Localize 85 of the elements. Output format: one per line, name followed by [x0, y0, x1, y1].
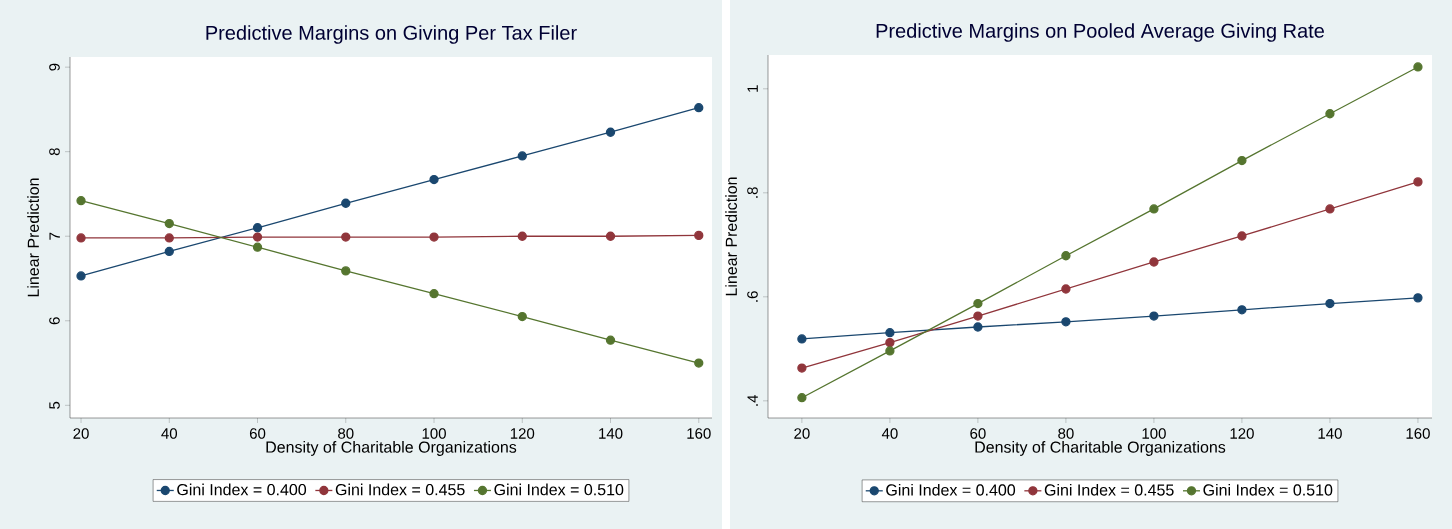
- point: [973, 322, 983, 332]
- point: [341, 232, 351, 242]
- point: [164, 233, 174, 243]
- point: [1413, 293, 1423, 303]
- chart-title: Predictive Margins on Giving Per Tax Filer: [206, 25, 577, 44]
- y-axis-title: Linear Prediction: [725, 177, 737, 296]
- point: [797, 363, 807, 373]
- point: [1061, 251, 1071, 261]
- x-tick-label: 120: [510, 428, 535, 439]
- x-tick-label: 40: [161, 428, 178, 439]
- point: [1413, 177, 1423, 187]
- legend-label: Gini Index = 0.510: [494, 483, 624, 496]
- x-tick-label: 80: [338, 428, 354, 439]
- point: [885, 346, 895, 356]
- point: [164, 218, 174, 229]
- point: [605, 335, 616, 345]
- x-tick-label: 160: [687, 428, 711, 439]
- x-tick-label: 100: [1142, 428, 1166, 439]
- x-tick-label: 140: [599, 428, 623, 439]
- legend-label: Gini Index = 0.400: [177, 483, 307, 496]
- point: [1149, 311, 1159, 321]
- point: [517, 311, 527, 322]
- point: [694, 358, 704, 368]
- point: [517, 231, 527, 241]
- point: [76, 196, 86, 206]
- x-tick-label: 20: [794, 428, 810, 439]
- point: [797, 393, 807, 403]
- x-axis-title: Density of Charitable Organizations: [266, 441, 517, 456]
- point: [605, 231, 616, 241]
- point: [797, 334, 807, 344]
- chart-title: Predictive Margins on Pooled Average Giving Rate: [876, 23, 1324, 42]
- legend-label: Gini Index = 0.400: [886, 483, 1016, 496]
- x-tick-label: 160: [1406, 428, 1430, 439]
- y-tick-label: 6: [49, 317, 60, 325]
- point: [694, 103, 704, 113]
- point: [1149, 204, 1159, 214]
- x-tick-label: 60: [970, 428, 986, 439]
- y-tick-label: 7: [49, 232, 60, 240]
- point: [973, 311, 983, 321]
- x-tick-label: 100: [422, 428, 446, 439]
- point: [973, 298, 983, 309]
- point: [605, 127, 616, 137]
- y-tick-label: 8: [49, 148, 60, 156]
- x-tick-label: 40: [881, 428, 898, 439]
- point: [1237, 155, 1247, 166]
- legend-label: Gini Index = 0.455: [335, 483, 465, 496]
- point: [1061, 284, 1071, 294]
- point: [252, 242, 263, 252]
- y-axis-title: Linear Prediction: [27, 178, 39, 297]
- y-tick-label: .4: [747, 395, 758, 406]
- point: [517, 151, 527, 161]
- point: [885, 337, 895, 348]
- point: [1413, 62, 1423, 72]
- x-tick-label: 120: [1230, 428, 1254, 439]
- point: [429, 174, 439, 185]
- point: [429, 289, 439, 299]
- y-tick-label: .6: [747, 291, 758, 302]
- x-tick-label: 140: [1318, 428, 1342, 439]
- x-tick-label: 20: [73, 428, 89, 439]
- point: [1237, 231, 1247, 241]
- point: [1149, 257, 1159, 267]
- x-tick-label: 80: [1058, 428, 1074, 439]
- legend-label: Gini Index = 0.510: [1203, 483, 1333, 496]
- point: [76, 233, 86, 243]
- point: [252, 232, 263, 242]
- legend-label: Gini Index = 0.455: [1044, 483, 1174, 496]
- x-axis-title: Density of Charitable Organizations: [975, 441, 1226, 456]
- point: [429, 232, 439, 242]
- point: [341, 198, 351, 208]
- point: [341, 266, 351, 276]
- point: [164, 246, 174, 257]
- point: [1061, 317, 1071, 327]
- point: [1325, 204, 1335, 214]
- point: [1325, 298, 1335, 309]
- point: [1237, 305, 1247, 315]
- point: [1325, 109, 1335, 119]
- y-tick-label: .8: [747, 187, 758, 198]
- point: [76, 271, 86, 281]
- y-tick-label: 9: [49, 63, 60, 71]
- point: [885, 328, 895, 338]
- y-tick-label: 5: [49, 401, 60, 409]
- x-tick-label: 60: [249, 428, 266, 439]
- point: [694, 230, 704, 241]
- y-tick-label: 1: [747, 85, 758, 92]
- point: [252, 223, 263, 233]
